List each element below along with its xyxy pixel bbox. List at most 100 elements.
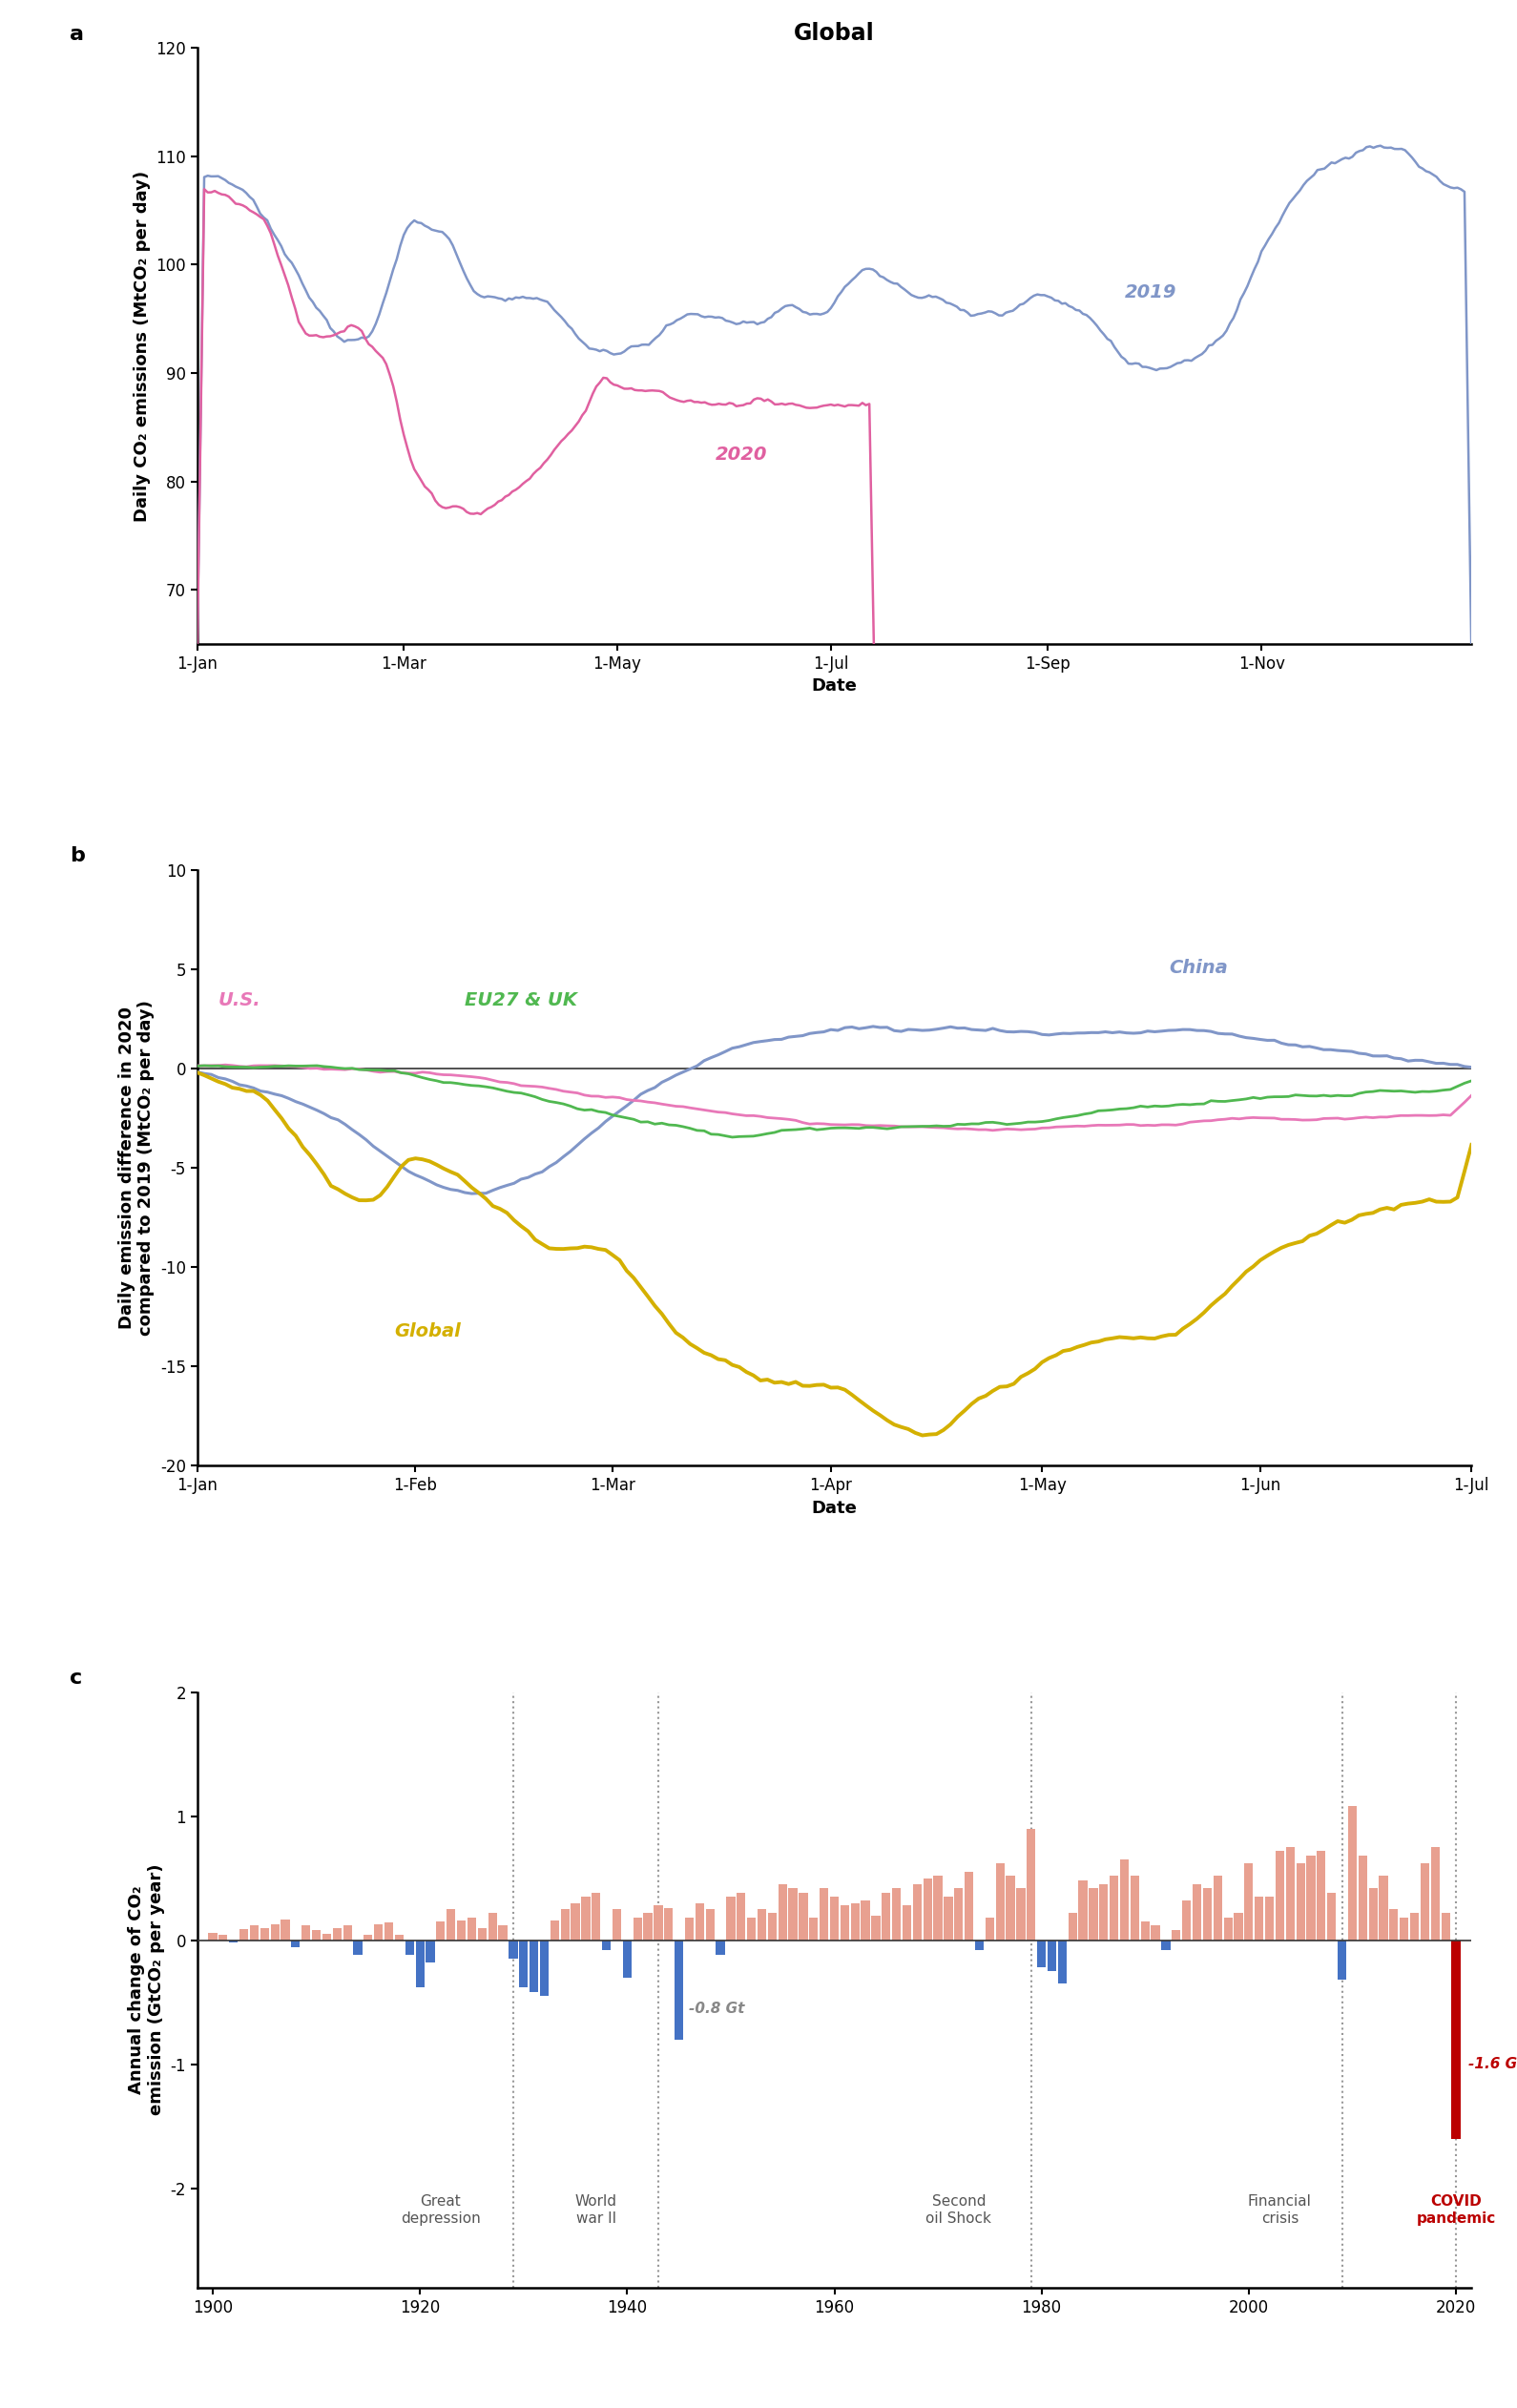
Bar: [332, 1929, 341, 1941]
Y-axis label: Daily CO₂ emissions (MtCO₂ per day): Daily CO₂ emissions (MtCO₂ per day): [133, 171, 150, 523]
Bar: [1379, 1876, 1388, 1941]
Bar: [892, 1888, 901, 1941]
Text: 2020: 2020: [716, 445, 768, 462]
Bar: [1411, 1912, 1418, 1941]
Bar: [862, 1900, 869, 1941]
Bar: [446, 1910, 455, 1941]
Bar: [799, 1893, 807, 1941]
Bar: [499, 1926, 507, 1941]
Bar: [1296, 1864, 1305, 1941]
Bar: [643, 1912, 652, 1941]
Bar: [664, 1907, 674, 1941]
Bar: [986, 1917, 994, 1941]
Bar: [529, 1941, 539, 1991]
Bar: [1431, 1847, 1440, 1941]
Bar: [467, 1917, 476, 1941]
Bar: [675, 1941, 683, 2040]
Bar: [851, 1902, 860, 1941]
Bar: [705, 1910, 715, 1941]
Bar: [1276, 1852, 1285, 1941]
Bar: [592, 1893, 601, 1941]
Bar: [384, 1924, 393, 1941]
Bar: [1068, 1912, 1077, 1941]
Bar: [965, 1871, 974, 1941]
Bar: [913, 1885, 922, 1941]
Bar: [746, 1917, 755, 1941]
Bar: [1358, 1857, 1367, 1941]
Text: -1.6 Gt: -1.6 Gt: [1468, 2056, 1517, 2071]
Bar: [208, 1934, 217, 1941]
Bar: [581, 1898, 590, 1941]
Bar: [457, 1919, 466, 1941]
Bar: [375, 1924, 382, 1941]
Bar: [437, 1922, 444, 1941]
Bar: [1233, 1912, 1242, 1941]
Bar: [1171, 1931, 1180, 1941]
Bar: [975, 1941, 985, 1950]
Bar: [570, 1902, 579, 1941]
Bar: [871, 1914, 880, 1941]
Text: Financial
crisis: Financial crisis: [1248, 2194, 1312, 2225]
Bar: [613, 1910, 620, 1941]
Bar: [1079, 1881, 1088, 1941]
Bar: [1038, 1941, 1045, 1967]
Bar: [924, 1878, 931, 1941]
Bar: [1130, 1876, 1139, 1941]
Bar: [602, 1941, 611, 1950]
Bar: [1349, 1806, 1356, 1941]
Bar: [416, 1941, 425, 1987]
Text: a: a: [70, 24, 83, 43]
Bar: [343, 1926, 352, 1941]
Bar: [229, 1941, 238, 1943]
Bar: [259, 1929, 269, 1941]
Bar: [1286, 1847, 1294, 1941]
X-axis label: Date: Date: [812, 1500, 857, 1517]
Bar: [633, 1917, 642, 1941]
Bar: [1006, 1876, 1015, 1941]
Text: EU27 & UK: EU27 & UK: [464, 990, 578, 1009]
Bar: [840, 1905, 850, 1941]
Y-axis label: Annual change of CO₂
emission (GtCO₂ per year): Annual change of CO₂ emission (GtCO₂ per…: [127, 1864, 165, 2117]
Bar: [1327, 1893, 1336, 1941]
Bar: [1109, 1876, 1118, 1941]
Bar: [881, 1893, 890, 1941]
Bar: [727, 1898, 736, 1941]
Bar: [1151, 1926, 1161, 1941]
Bar: [1048, 1941, 1056, 1972]
Bar: [405, 1941, 414, 1955]
Bar: [1390, 1910, 1399, 1941]
Bar: [1368, 1888, 1377, 1941]
Bar: [1027, 1828, 1036, 1941]
Bar: [809, 1917, 818, 1941]
Bar: [291, 1941, 300, 1948]
Bar: [1162, 1941, 1170, 1950]
Bar: [1255, 1898, 1264, 1941]
Bar: [1441, 1912, 1450, 1941]
Title: Global: Global: [793, 22, 875, 46]
Text: Second
oil Shock: Second oil Shock: [925, 2194, 992, 2225]
Bar: [654, 1905, 663, 1941]
Bar: [1016, 1888, 1025, 1941]
Bar: [1141, 1922, 1150, 1941]
Bar: [1452, 1941, 1461, 2138]
Text: U.S.: U.S.: [218, 990, 261, 1009]
Bar: [768, 1912, 777, 1941]
Bar: [1120, 1859, 1129, 1941]
Bar: [944, 1898, 953, 1941]
Bar: [1182, 1900, 1191, 1941]
Bar: [551, 1919, 560, 1941]
Y-axis label: Daily emission difference in 2020
compared to 2019 (MtCO₂ per day): Daily emission difference in 2020 compar…: [118, 999, 155, 1336]
Bar: [789, 1888, 798, 1941]
Bar: [684, 1917, 693, 1941]
Bar: [1224, 1917, 1232, 1941]
Bar: [540, 1941, 549, 1996]
Bar: [737, 1893, 745, 1941]
X-axis label: Date: Date: [812, 677, 857, 694]
Text: World
war II: World war II: [575, 2194, 617, 2225]
Bar: [1400, 1917, 1409, 1941]
Bar: [353, 1941, 363, 1955]
Bar: [695, 1902, 704, 1941]
Bar: [954, 1888, 963, 1941]
Text: b: b: [70, 845, 85, 864]
Bar: [1192, 1885, 1201, 1941]
